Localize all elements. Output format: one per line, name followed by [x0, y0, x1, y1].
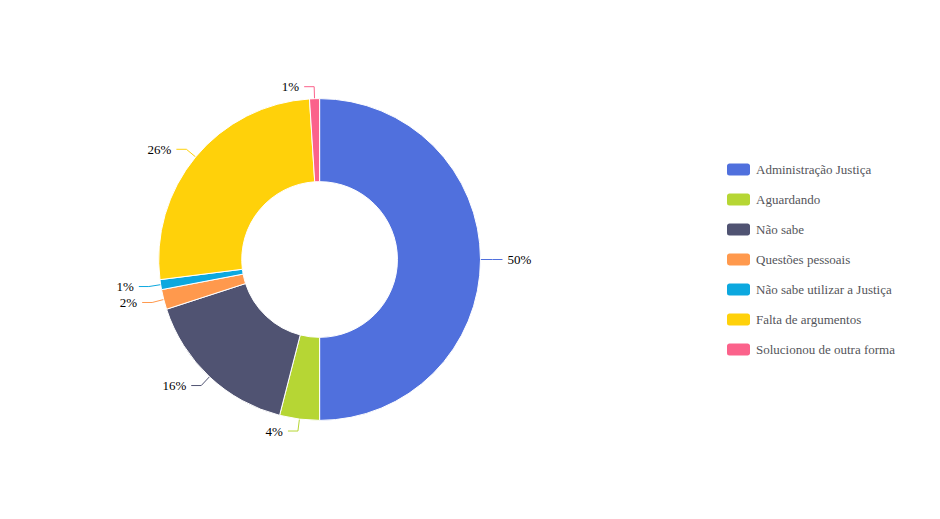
svg-text:16%: 16% — [162, 378, 186, 393]
svg-text:Questões pessoais: Questões pessoais — [756, 252, 850, 267]
svg-text:2%: 2% — [120, 295, 138, 310]
svg-text:Falta de argumentos: Falta de argumentos — [756, 312, 861, 327]
svg-text:Administração Justiça: Administração Justiça — [756, 162, 871, 177]
svg-text:Não sabe: Não sabe — [756, 222, 804, 237]
svg-text:4%: 4% — [266, 424, 284, 439]
svg-text:26%: 26% — [148, 142, 172, 157]
svg-text:Solucionou de outra forma: Solucionou de outra forma — [756, 342, 895, 357]
svg-text:1%: 1% — [282, 79, 300, 94]
svg-text:1%: 1% — [116, 279, 134, 294]
svg-text:Aguardando: Aguardando — [756, 192, 820, 207]
svg-text:50%: 50% — [507, 252, 531, 267]
svg-text:Não sabe utilizar a Justiça: Não sabe utilizar a Justiça — [756, 282, 892, 297]
